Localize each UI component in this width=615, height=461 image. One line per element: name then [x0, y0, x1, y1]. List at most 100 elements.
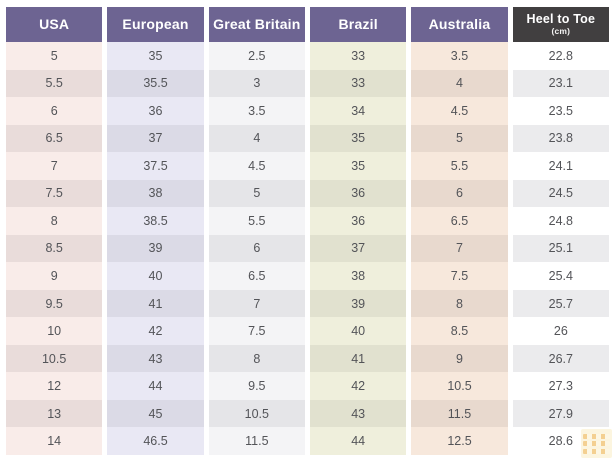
table-cell-australia-row-13: 11.5	[411, 399, 508, 428]
table-cell-european-row-8: 40	[107, 262, 204, 290]
column-header-heel-to-toe: Heel to Toe (cm)	[512, 7, 609, 42]
table-cell-brazil-row-12: 42	[310, 372, 407, 400]
column-header-label: European	[122, 16, 189, 33]
table-cell-heel-to-toe-row-1: 23.1	[512, 69, 609, 98]
table-cell-brazil-row-8: 38	[310, 262, 407, 290]
table-cell-great-britain-row-3: 4	[208, 124, 305, 153]
table-cell-european-row-13: 45	[107, 399, 204, 428]
column-australia: Australia 3.5 4 4.5 5 5.5 6 6.5 7 7.5 8 8.5 9 10.5 11.…	[411, 7, 508, 455]
table-cell-australia-row-0: 3.5	[411, 42, 508, 70]
table-cell-great-britain-row-6: 5.5	[208, 207, 305, 235]
table-cell-usa-row-5: 7.5	[6, 179, 103, 208]
table-cell-australia-row-7: 7	[411, 234, 508, 263]
table-cell-usa-row-13: 13	[6, 399, 103, 428]
table-cell-brazil-row-13: 43	[310, 399, 407, 428]
table-cell-heel-to-toe-row-3: 23.8	[512, 124, 609, 153]
column-header-label: Australia	[428, 16, 491, 33]
watermark-logo	[581, 429, 612, 458]
table-cell-usa-row-4: 7	[6, 152, 103, 180]
column-header-sublabel: (cm)	[551, 25, 571, 36]
table-cell-brazil-row-2: 34	[310, 97, 407, 125]
table-cell-great-britain-row-10: 7.5	[208, 317, 305, 345]
column-european: European 35 35.5 36 37 37.5 38 38.5 39 40 41 42 43 44…	[107, 7, 204, 455]
table-cell-great-britain-row-5: 5	[208, 179, 305, 208]
table-cell-australia-row-10: 8.5	[411, 317, 508, 345]
table-cell-great-britain-row-4: 4.5	[208, 152, 305, 180]
table-cell-european-row-7: 39	[107, 234, 204, 263]
table-cell-usa-row-3: 6.5	[6, 124, 103, 153]
table-cell-australia-row-6: 6.5	[411, 207, 508, 235]
table-cell-great-britain-row-2: 3.5	[208, 97, 305, 125]
table-cell-usa-row-9: 9.5	[6, 289, 103, 318]
table-cell-brazil-row-10: 40	[310, 317, 407, 345]
table-cell-heel-to-toe-row-0: 22.8	[512, 42, 609, 70]
table-cell-usa-row-2: 6	[6, 97, 103, 125]
table-cell-heel-to-toe-row-6: 24.8	[512, 207, 609, 235]
column-header-brazil: Brazil	[310, 7, 407, 42]
table-cell-australia-row-3: 5	[411, 124, 508, 153]
column-usa: USA 5 5.5 6 6.5 7 7.5 8 8.5 9 9.5 10 10.5 12 13 14	[6, 7, 103, 455]
table-cell-australia-row-14: 12.5	[411, 427, 508, 455]
table-cell-brazil-row-3: 35	[310, 124, 407, 153]
table-cell-great-britain-row-9: 7	[208, 289, 305, 318]
table-cell-european-row-2: 36	[107, 97, 204, 125]
table-cell-european-row-5: 38	[107, 179, 204, 208]
table-cell-brazil-row-4: 35	[310, 152, 407, 180]
table-cell-usa-row-6: 8	[6, 207, 103, 235]
column-header-great-britain: Great Britain	[208, 7, 305, 42]
column-header-usa: USA	[6, 7, 103, 42]
table-cell-australia-row-2: 4.5	[411, 97, 508, 125]
conversion-table: USA 5 5.5 6 6.5 7 7.5 8 8.5 9 9.5 10 10.5 12 13 14 Europ…	[6, 7, 609, 455]
table-cell-great-britain-row-11: 8	[208, 344, 305, 373]
table-cell-usa-row-8: 9	[6, 262, 103, 290]
table-cell-australia-row-11: 9	[411, 344, 508, 373]
table-cell-european-row-11: 43	[107, 344, 204, 373]
table-cell-australia-row-1: 4	[411, 69, 508, 98]
table-cell-heel-to-toe-row-12: 27.3	[512, 372, 609, 400]
table-cell-australia-row-8: 7.5	[411, 262, 508, 290]
watermark-row	[583, 433, 610, 439]
table-cell-great-britain-row-14: 11.5	[208, 427, 305, 455]
table-cell-brazil-row-6: 36	[310, 207, 407, 235]
column-header-label: Heel to Toe	[526, 12, 596, 27]
table-cell-usa-row-0: 5	[6, 42, 103, 70]
table-cell-usa-row-11: 10.5	[6, 344, 103, 373]
table-cell-heel-to-toe-row-10: 26	[512, 317, 609, 345]
table-cell-usa-row-10: 10	[6, 317, 103, 345]
table-cell-heel-to-toe-row-4: 24.1	[512, 152, 609, 180]
table-cell-european-row-10: 42	[107, 317, 204, 345]
table-cell-heel-to-toe-row-9: 25.7	[512, 289, 609, 318]
column-brazil: Brazil 33 33 34 35 35 36 36 37 38 39 40 41 42 43 44	[310, 7, 407, 455]
table-cell-heel-to-toe-row-13: 27.9	[512, 399, 609, 428]
table-cell-great-britain-row-7: 6	[208, 234, 305, 263]
table-cell-australia-row-4: 5.5	[411, 152, 508, 180]
table-cell-european-row-4: 37.5	[107, 152, 204, 180]
table-cell-usa-row-12: 12	[6, 372, 103, 400]
table-cell-heel-to-toe-row-5: 24.5	[512, 179, 609, 208]
table-cell-usa-row-7: 8.5	[6, 234, 103, 263]
table-cell-european-row-9: 41	[107, 289, 204, 318]
table-cell-brazil-row-11: 41	[310, 344, 407, 373]
table-cell-great-britain-row-1: 3	[208, 69, 305, 98]
table-cell-european-row-6: 38.5	[107, 207, 204, 235]
watermark-row	[583, 441, 610, 446]
column-header-european: European	[107, 7, 204, 42]
table-cell-brazil-row-9: 39	[310, 289, 407, 318]
table-cell-european-row-0: 35	[107, 42, 204, 70]
watermark-row	[583, 448, 610, 454]
table-cell-usa-row-14: 14	[6, 427, 103, 455]
table-cell-great-britain-row-8: 6.5	[208, 262, 305, 290]
table-cell-heel-to-toe-row-8: 25.4	[512, 262, 609, 290]
table-cell-great-britain-row-13: 10.5	[208, 399, 305, 428]
table-cell-australia-row-12: 10.5	[411, 372, 508, 400]
table-cell-heel-to-toe-row-11: 26.7	[512, 344, 609, 373]
table-cell-european-row-12: 44	[107, 372, 204, 400]
table-cell-brazil-row-14: 44	[310, 427, 407, 455]
table-cell-european-row-14: 46.5	[107, 427, 204, 455]
table-cell-australia-row-9: 8	[411, 289, 508, 318]
table-cell-brazil-row-5: 36	[310, 179, 407, 208]
table-cell-brazil-row-1: 33	[310, 69, 407, 98]
table-cell-european-row-1: 35.5	[107, 69, 204, 98]
table-cell-usa-row-1: 5.5	[6, 69, 103, 98]
